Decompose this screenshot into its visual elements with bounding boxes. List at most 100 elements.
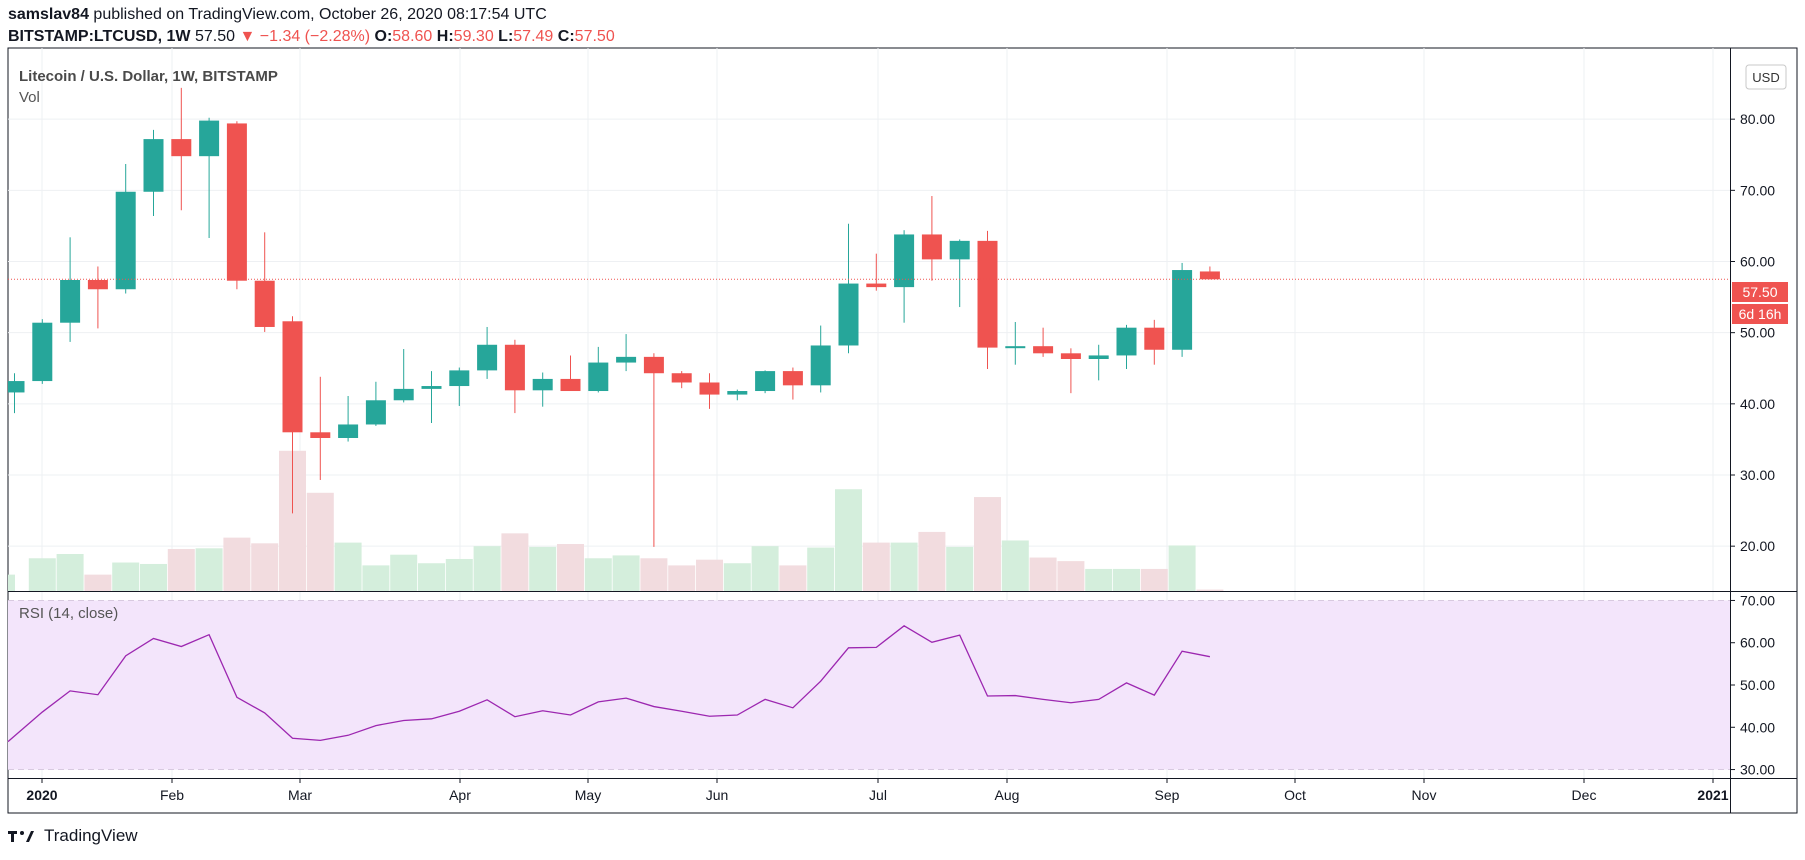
candle-body (87, 280, 108, 290)
time-axis-label: May (575, 787, 601, 803)
candle-body (838, 283, 859, 346)
time-axis-label: Sep (1155, 787, 1180, 803)
candle-body (671, 373, 692, 383)
tradingview-brand: TradingView (44, 826, 138, 845)
down-arrow-icon: ▼ (239, 28, 256, 45)
tradingview-logo[interactable]: TradingView (8, 826, 138, 846)
volume-bar (668, 565, 696, 591)
currency-button[interactable]: USD (1745, 64, 1787, 90)
rsi-title: RSI (14, close) (19, 605, 118, 622)
candle-body (1144, 327, 1165, 350)
candle-body (115, 191, 136, 290)
time-axis-label: Feb (160, 787, 184, 803)
candle-body (60, 280, 81, 323)
candle-body (977, 240, 998, 348)
chart-frame (7, 47, 1798, 814)
volume-label: Vol (19, 89, 40, 106)
candle-body (226, 123, 247, 281)
volume-bar (362, 565, 390, 591)
high-value: 59.30 (453, 28, 494, 45)
author-name[interactable]: samslav84 (8, 6, 89, 23)
symbol-name: BITSTAMP:LTCUSD, 1W (8, 28, 191, 45)
time-axis-label: Jun (706, 787, 729, 803)
candle-body (616, 356, 637, 363)
candle-body (755, 371, 776, 392)
candle-body (1199, 271, 1220, 280)
close-label: C: (557, 28, 575, 45)
time-axis-label: Dec (1572, 787, 1597, 803)
candle-body (199, 120, 220, 157)
rsi-band-fill (8, 600, 1730, 770)
time-axis-label: Jul (869, 787, 887, 803)
candle-body (810, 345, 831, 386)
candle-body (421, 386, 442, 389)
candle-body (699, 382, 720, 395)
candle-body (949, 240, 970, 260)
candle-body (32, 322, 53, 382)
rsi-axis-label: 60.00 (1740, 635, 1775, 651)
volume-bar (8, 574, 15, 591)
candle-body (1088, 355, 1109, 359)
volume-bar (84, 574, 112, 591)
volume-bar (862, 542, 890, 591)
volume-bar (56, 553, 84, 591)
candle-body (393, 388, 414, 401)
time-axis-label: Nov (1412, 787, 1437, 803)
chart-title: Litecoin / U.S. Dollar, 1W, BITSTAMP (19, 68, 278, 85)
candle-body (504, 344, 525, 391)
last-price: 57.50 (194, 28, 235, 45)
time-axis-label: Mar (288, 787, 312, 803)
open-value: 58.60 (392, 28, 433, 45)
volume-bar (529, 546, 557, 591)
low-value: 57.49 (513, 28, 554, 45)
rsi-line (7, 625, 1211, 743)
price-axis-label: 20.00 (1740, 538, 1775, 554)
time-axis-label: 2020 (26, 787, 57, 803)
volume-bar (334, 542, 362, 591)
candle-body (1116, 327, 1137, 356)
rsi-axis-label: 30.00 (1740, 762, 1775, 778)
volume-bar (640, 558, 668, 591)
candle-body (1033, 346, 1054, 354)
volume-bar (195, 548, 223, 591)
volume-bar (28, 558, 56, 591)
candle-body (143, 139, 164, 192)
volume-bar (584, 558, 612, 591)
volume-bar (1001, 540, 1029, 591)
volume-bar (751, 546, 779, 591)
rsi-axis-label: 70.00 (1740, 592, 1775, 608)
currency-label: USD (1752, 70, 1779, 85)
price-axis-label: 60.00 (1740, 253, 1775, 269)
volume-bar (974, 497, 1001, 591)
candle-body (1060, 353, 1081, 359)
volume-bar (167, 549, 195, 591)
candle-body (338, 424, 359, 438)
candle-body (282, 321, 303, 433)
volume-bar (501, 533, 529, 591)
volume-bar (918, 531, 946, 591)
volume-bar (1057, 561, 1085, 591)
volume-bar (1029, 557, 1057, 591)
volume-bar (696, 559, 723, 591)
price-axis-label: 50.00 (1740, 325, 1775, 341)
volume-bar (1113, 568, 1140, 591)
time-axis-label: Aug (995, 787, 1020, 803)
volume-bar (557, 544, 584, 591)
volume-bar (306, 492, 334, 591)
time-axis-label: 2021 (1697, 787, 1728, 803)
rsi-axis-label: 40.00 (1740, 719, 1775, 735)
candle-body (894, 234, 915, 288)
symbol-line: BITSTAMP:LTCUSD, 1W 57.50 ▼ −1.34 (−2.28… (8, 28, 615, 46)
candle-body (8, 381, 25, 393)
volume-bar (612, 555, 640, 591)
publish-info: published on TradingView.com, October 26… (93, 6, 547, 23)
close-value: 57.50 (574, 28, 615, 45)
volume-bar (473, 546, 501, 591)
volume-bar (418, 563, 445, 591)
candle-body (866, 283, 887, 288)
volume-bar (445, 558, 473, 591)
rsi-axis-label: 50.00 (1740, 677, 1775, 693)
volume-bar (723, 563, 751, 591)
candle-body (921, 234, 942, 260)
